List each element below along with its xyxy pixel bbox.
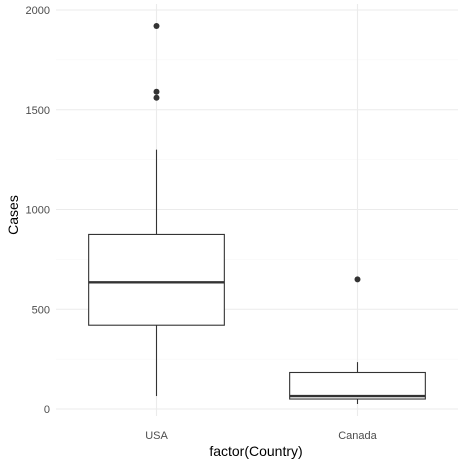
outlier-point (153, 88, 160, 95)
outlier-point (354, 276, 361, 283)
y-tick-label: 500 (32, 304, 50, 316)
grid-lines (56, 4, 458, 416)
box-iqr (289, 371, 426, 400)
outlier-point (153, 22, 160, 29)
x-axis-title: factor(Country) (209, 443, 302, 459)
y-tick-label: 2000 (26, 5, 50, 17)
y-tick-label: 1000 (26, 205, 50, 217)
tick-labels: 0 500 1000 1500 2000 USA Canada (26, 5, 378, 442)
box-layer (88, 22, 426, 405)
x-tick-label: USA (145, 430, 168, 442)
x-tick-label: Canada (338, 430, 377, 442)
y-axis-title: Cases (5, 195, 21, 235)
box-iqr (88, 233, 225, 326)
y-tick-label: 1500 (26, 105, 50, 117)
box-canada (289, 276, 426, 405)
outlier-point (153, 94, 160, 101)
y-tick-label: 0 (44, 404, 50, 416)
box-usa (88, 22, 225, 397)
